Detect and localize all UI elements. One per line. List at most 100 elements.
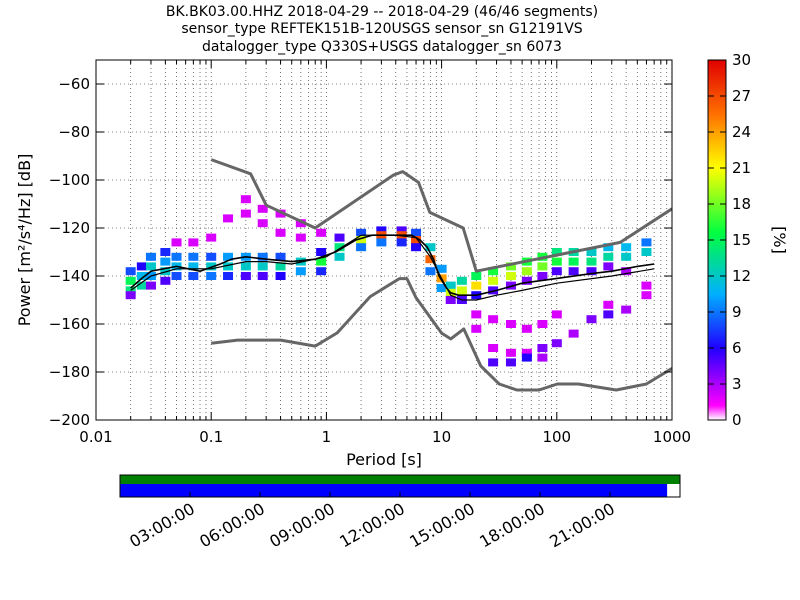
colorbar-tick-label: 18 xyxy=(732,195,751,213)
pdf-cell xyxy=(505,272,516,280)
pdf-cell xyxy=(537,320,548,328)
pdf-cell xyxy=(275,252,286,261)
pdf-cell xyxy=(411,243,422,252)
pdf-cell xyxy=(603,262,614,271)
colorbar-tick-label: 3 xyxy=(732,375,742,393)
pdf-cell xyxy=(295,219,306,228)
pdf-cell xyxy=(240,195,251,204)
plot-frame xyxy=(95,59,673,421)
pdf-cell xyxy=(136,281,147,290)
pdf-cell xyxy=(411,236,422,244)
y-tick-label: −140 xyxy=(49,267,90,285)
pdf-cell xyxy=(171,252,182,261)
pdf-cell xyxy=(621,305,632,314)
pdf-cell xyxy=(275,209,286,218)
pdf-cell xyxy=(257,272,268,280)
pdf-cell xyxy=(537,353,548,362)
pdf-cell xyxy=(551,310,562,319)
y-tick-label: −100 xyxy=(49,171,90,189)
pdf-cell xyxy=(411,228,422,237)
pdf-cell xyxy=(521,276,532,285)
pdf-cell xyxy=(586,267,597,276)
pdf-cell xyxy=(396,238,407,247)
pdf-cell xyxy=(551,248,562,256)
pdf-cell xyxy=(603,243,614,252)
colorbar-tick-label: 24 xyxy=(732,123,751,141)
pdf-cell xyxy=(537,262,548,271)
pdf-cell xyxy=(603,300,614,309)
pdf-cell xyxy=(505,348,516,357)
pdf-cell xyxy=(334,233,345,242)
pdf-cell xyxy=(471,324,482,333)
y-tick-label: −80 xyxy=(58,123,90,141)
pdf-cell xyxy=(171,272,182,280)
high-noise-model-line xyxy=(210,158,672,273)
colorbar-tick-label: 21 xyxy=(732,159,751,177)
pdf-cell xyxy=(356,228,367,237)
pdf-cell xyxy=(223,252,234,261)
pdf-cell xyxy=(145,281,156,290)
colorbar-label: [%] xyxy=(770,226,789,254)
x-tick-label: 0.01 xyxy=(79,428,112,446)
pdf-cell xyxy=(356,236,367,244)
pdf-cell xyxy=(488,286,499,295)
pdf-cell xyxy=(505,320,516,328)
axis-ticks: 0.01 0.1 1 10 100 1000 −60 −80 −100 −120 −140 −160 −… xyxy=(49,60,691,446)
pdf-cell xyxy=(316,257,327,266)
pdf-cell xyxy=(537,272,548,280)
pdf-cell xyxy=(603,310,614,319)
pdf-cell xyxy=(456,276,467,285)
pdf-cell xyxy=(521,348,532,357)
y-tick-label: −160 xyxy=(49,315,90,333)
pdf-cell xyxy=(641,238,652,247)
pdf-cell xyxy=(537,344,548,352)
pdf-cell xyxy=(586,315,597,324)
y-tick-label: −60 xyxy=(58,75,90,93)
x-axis-label: Period [s] xyxy=(346,450,422,469)
x-tick-label: 100 xyxy=(542,428,571,446)
timeline-tick-label: 09:00:00 xyxy=(266,499,338,551)
timeline-tick-label: 15:00:00 xyxy=(406,499,478,551)
pdf-cell xyxy=(160,267,171,276)
pdf-cell xyxy=(568,329,579,338)
pdf-cell xyxy=(275,228,286,237)
pdf-cell xyxy=(257,262,268,271)
pdf-cell xyxy=(145,252,156,261)
pdf-cell xyxy=(188,238,199,247)
pdf-cell xyxy=(223,272,234,280)
pdf-cell xyxy=(586,248,597,256)
pdf-cell xyxy=(551,267,562,276)
pdf-cell xyxy=(551,257,562,266)
pdf-cell xyxy=(356,243,367,252)
pdf-cell xyxy=(188,272,199,280)
pdf-cell xyxy=(240,209,251,218)
pdf-cell xyxy=(641,248,652,256)
colorbar-tick-label: 0 xyxy=(732,411,742,429)
pdf-cell xyxy=(425,267,436,276)
y-axis-label: Power [m²/s⁴/Hz] [dB] xyxy=(15,154,34,327)
timeline-tick-label: 06:00:00 xyxy=(196,499,268,551)
pdf-cell xyxy=(171,238,182,247)
pdf-cell xyxy=(436,264,447,273)
pdf-cell xyxy=(240,262,251,271)
timeline-tick-label: 03:00:00 xyxy=(126,499,198,551)
pdf-cells xyxy=(125,195,652,367)
pdf-cell xyxy=(471,272,482,280)
pdf-cell xyxy=(521,267,532,276)
pdf-cell xyxy=(257,219,268,228)
pdf-cell xyxy=(488,267,499,276)
pdf-cell xyxy=(505,358,516,367)
pdf-cell xyxy=(376,226,387,235)
pdf-cell xyxy=(603,252,614,261)
x-tick-label: 1 xyxy=(322,428,332,446)
pdf-cell xyxy=(257,252,268,261)
pdf-cell xyxy=(275,272,286,280)
pdf-cell xyxy=(125,286,136,295)
title-line-3: datalogger_type Q330S+USGS datalogger_sn… xyxy=(202,39,562,55)
colorbar-ticks: 0 3 6 9 12 15 18 21 24 27 30 xyxy=(708,51,751,429)
pdf-cell xyxy=(521,324,532,333)
pdf-cell xyxy=(641,291,652,300)
pdf-cell xyxy=(621,267,632,276)
pdf-cell xyxy=(436,284,447,292)
pdf-cell xyxy=(223,262,234,271)
